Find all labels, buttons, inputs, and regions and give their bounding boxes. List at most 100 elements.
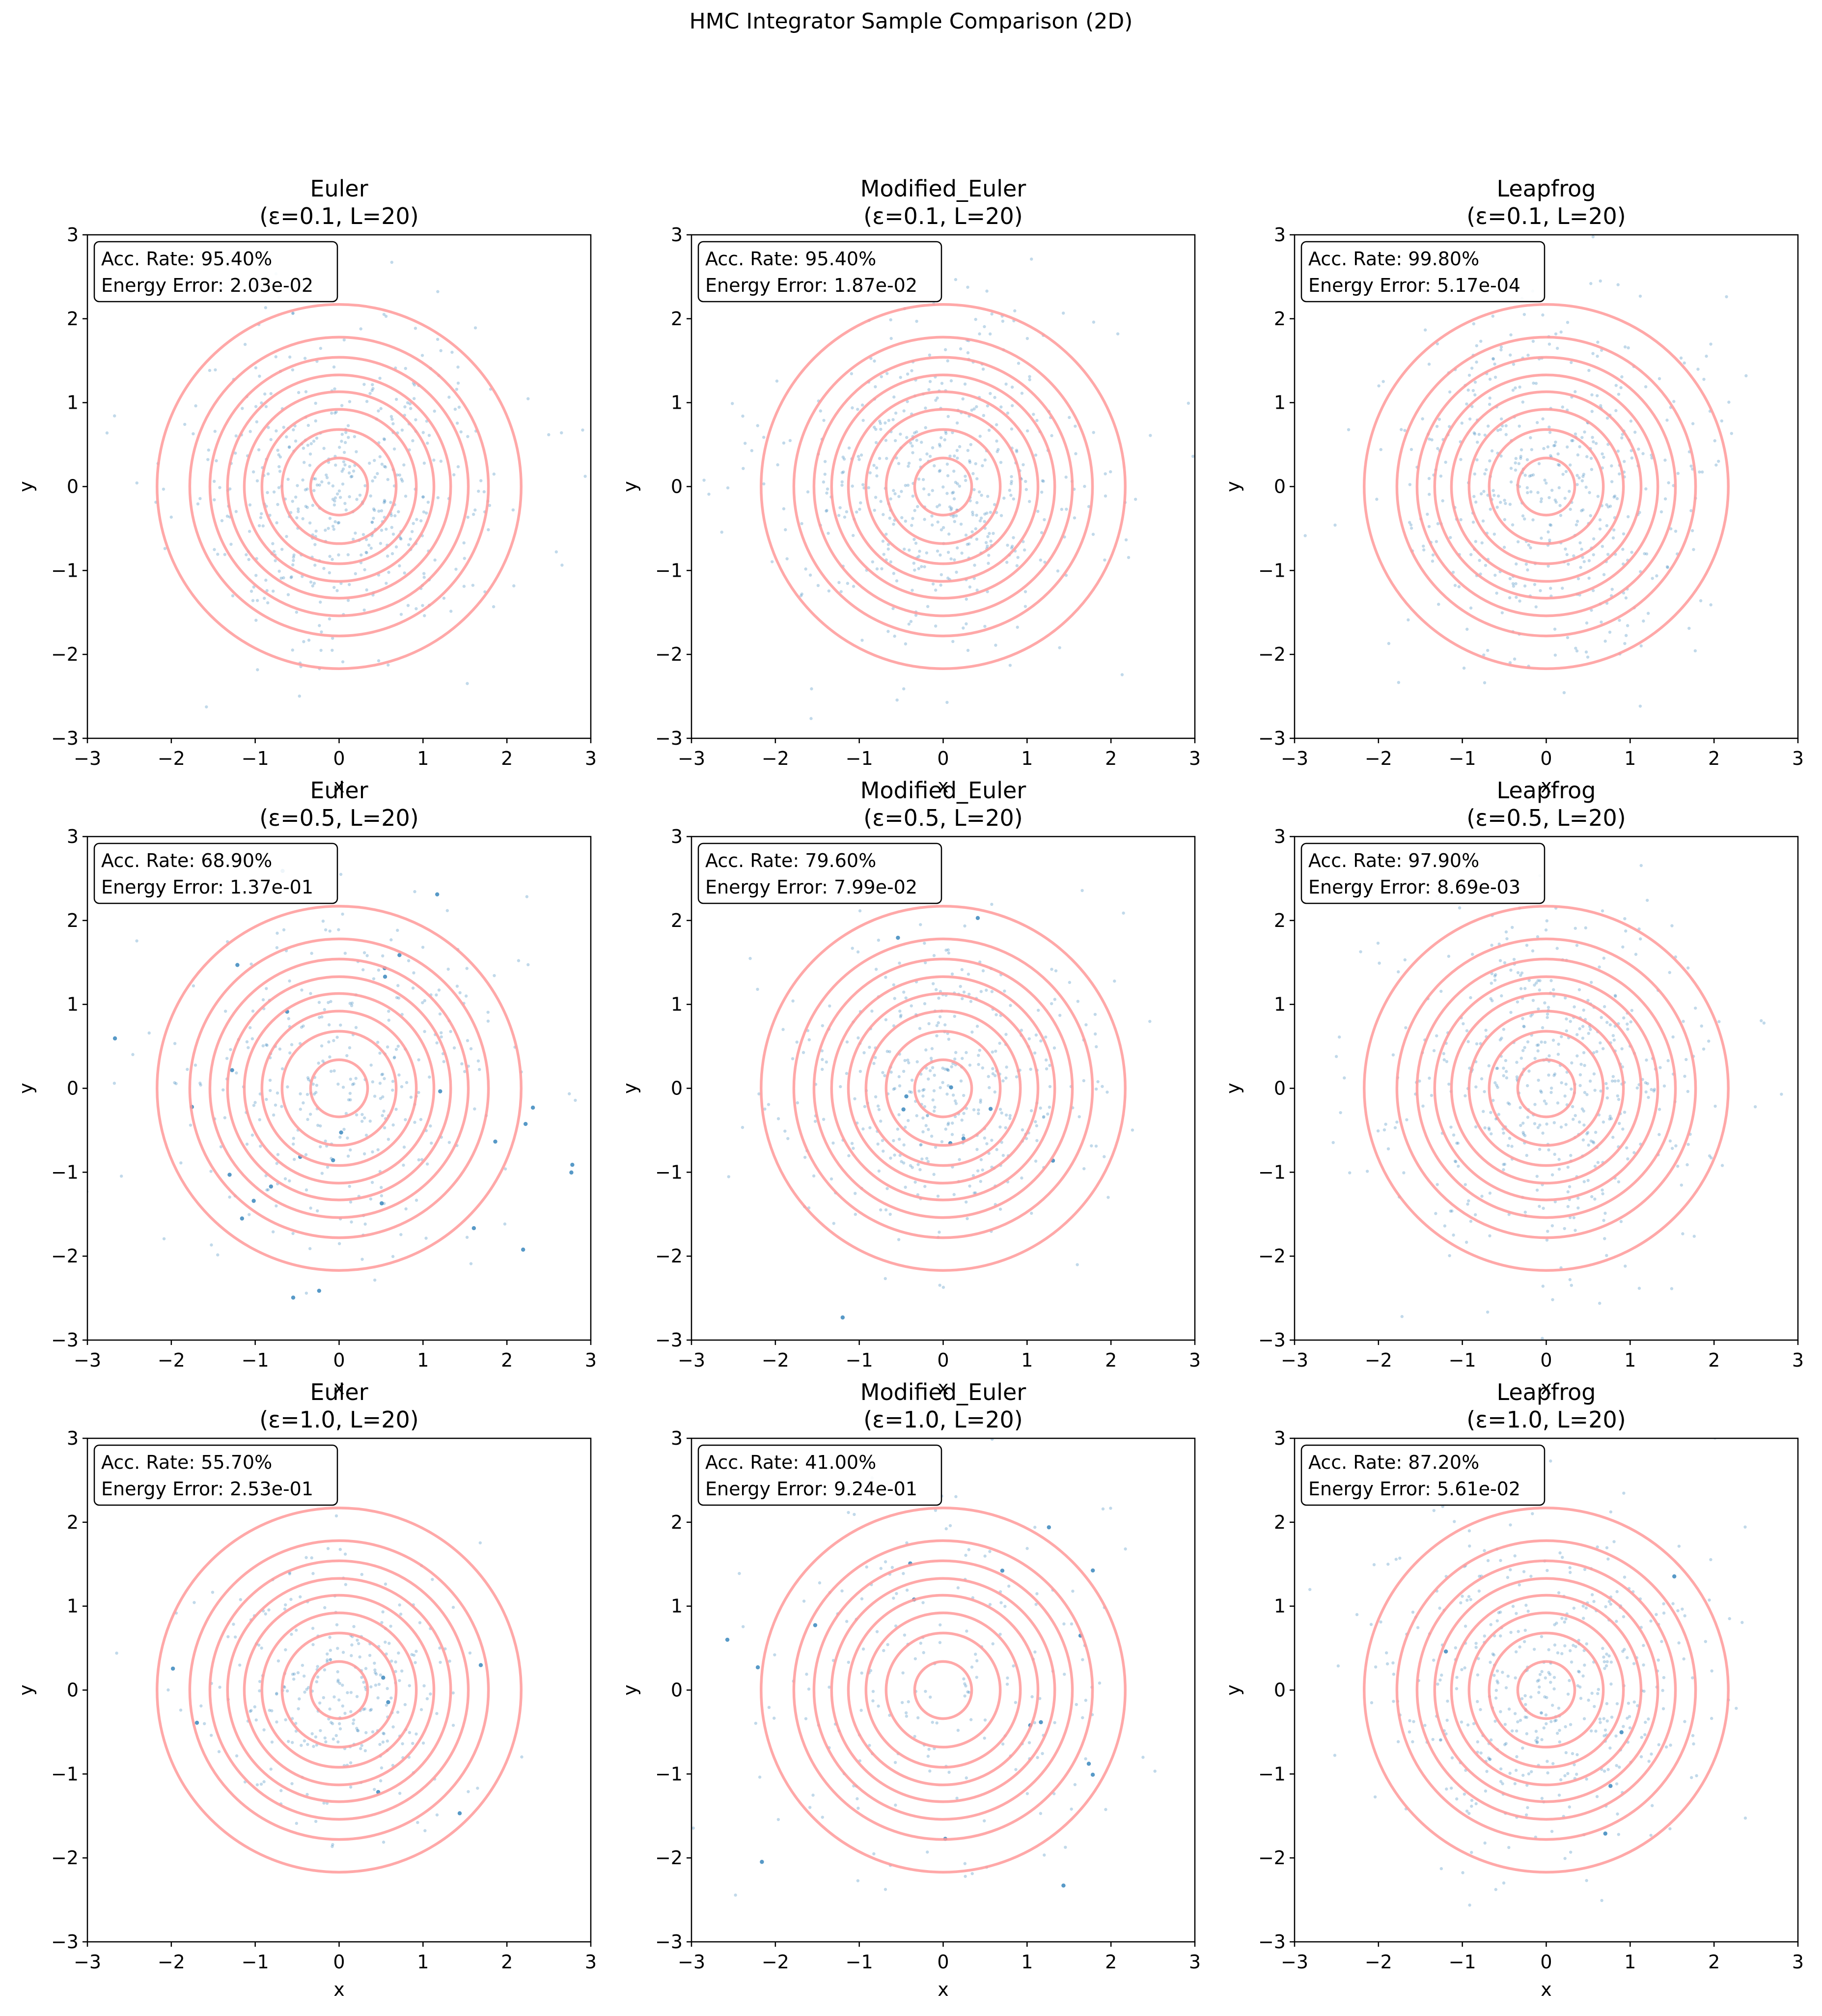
sample-point <box>1514 582 1518 586</box>
sample-point <box>560 563 564 567</box>
sample-point <box>1617 1079 1620 1083</box>
sample-point <box>423 1030 426 1034</box>
sample-point <box>403 571 406 575</box>
sample-point <box>252 1104 256 1107</box>
sample-point <box>486 1010 490 1014</box>
sample-point <box>1016 556 1020 559</box>
sample-point <box>1667 481 1670 484</box>
x-tick-label: 1 <box>1624 748 1636 769</box>
y-tick-label: −1 <box>1258 560 1286 581</box>
sample-point <box>382 501 386 504</box>
plot-area <box>691 1438 1157 1897</box>
sample-point <box>314 477 317 481</box>
sample-point <box>294 1628 298 1632</box>
sample-point <box>322 566 326 570</box>
sample-point <box>800 522 803 526</box>
sample-point <box>363 484 367 487</box>
sample-point <box>392 1056 396 1060</box>
x-axis-title: x <box>938 1377 949 1399</box>
sample-point <box>227 1173 232 1177</box>
sample-point <box>856 1879 860 1882</box>
sample-point <box>918 458 922 461</box>
y-tick-label: −1 <box>1258 1763 1286 1785</box>
sample-point <box>226 1635 230 1639</box>
x-tick-label: 1 <box>417 1951 429 1973</box>
sample-point <box>1708 1154 1712 1158</box>
sample-point <box>1613 994 1617 997</box>
sample-point <box>1576 1196 1580 1200</box>
sample-point <box>291 1295 296 1300</box>
sample-point <box>1495 1066 1498 1070</box>
y-tick-label: 1 <box>671 1596 683 1617</box>
sample-point <box>173 1081 176 1085</box>
sample-point <box>1036 509 1040 513</box>
sample-point <box>1568 1649 1572 1652</box>
sample-point <box>1082 1079 1086 1083</box>
sample-point <box>1386 1147 1390 1150</box>
sample-point <box>1605 1254 1608 1258</box>
sample-point <box>939 583 942 587</box>
sample-point <box>364 551 368 554</box>
y-tick-label: 0 <box>67 1680 79 1701</box>
sample-point <box>1644 1720 1647 1724</box>
sample-point <box>1214 598 1216 601</box>
sample-point <box>291 311 295 315</box>
sample-point <box>331 1722 334 1726</box>
sample-point <box>953 558 956 561</box>
sample-point <box>1556 452 1560 456</box>
sample-point <box>411 1741 414 1745</box>
sample-point <box>414 418 417 421</box>
sample-point <box>702 478 706 482</box>
x-tick-label: 2 <box>1105 1349 1117 1371</box>
sample-point <box>1702 377 1706 381</box>
sample-point <box>471 512 475 516</box>
sample-point <box>1572 1644 1575 1647</box>
sample-point <box>915 439 918 442</box>
sample-point <box>1536 1740 1539 1744</box>
sample-point <box>1642 1644 1645 1647</box>
sample-point <box>1084 1023 1088 1027</box>
sample-point <box>314 529 318 533</box>
sample-point <box>868 1126 872 1129</box>
sample-point <box>387 1018 391 1022</box>
sample-point <box>1568 1185 1572 1188</box>
sample-point <box>1478 1574 1481 1578</box>
sample-point <box>255 479 259 483</box>
sample-point <box>1469 1598 1472 1601</box>
x-axis-title: x <box>1541 775 1552 797</box>
x-tick-label: −2 <box>1365 1951 1392 1973</box>
contour-ring <box>812 356 1074 617</box>
plot-area <box>702 257 1216 720</box>
sample-point <box>926 1850 929 1854</box>
sample-point <box>1549 1459 1552 1463</box>
sample-point <box>1463 1792 1466 1796</box>
sample-point <box>1541 1131 1545 1135</box>
sample-point <box>316 1675 320 1679</box>
x-axis-title: x <box>938 1979 949 2000</box>
sample-point <box>1545 1238 1549 1242</box>
sample-point <box>1549 1680 1552 1684</box>
sample-point <box>1008 664 1012 667</box>
sample-point <box>411 986 415 990</box>
sample-point <box>1698 470 1701 474</box>
sample-point <box>1619 386 1623 390</box>
sample-point <box>825 491 828 495</box>
sample-point <box>1033 1051 1037 1055</box>
sample-point <box>946 551 950 554</box>
sample-point <box>368 1120 372 1123</box>
sample-point <box>304 1291 308 1295</box>
sample-point <box>389 1696 393 1700</box>
sample-point <box>212 479 216 483</box>
sample-point <box>243 342 247 346</box>
sample-point <box>1034 1602 1038 1606</box>
sample-point <box>299 1092 302 1095</box>
sample-point <box>1531 949 1535 952</box>
sample-point <box>373 1278 377 1282</box>
sample-point <box>317 1288 321 1293</box>
sample-point <box>304 1153 308 1156</box>
sample-point <box>1396 1740 1400 1743</box>
sample-point <box>338 1547 342 1551</box>
sample-point <box>315 1680 319 1683</box>
sample-point <box>1598 1301 1601 1305</box>
sample-point <box>163 547 167 550</box>
